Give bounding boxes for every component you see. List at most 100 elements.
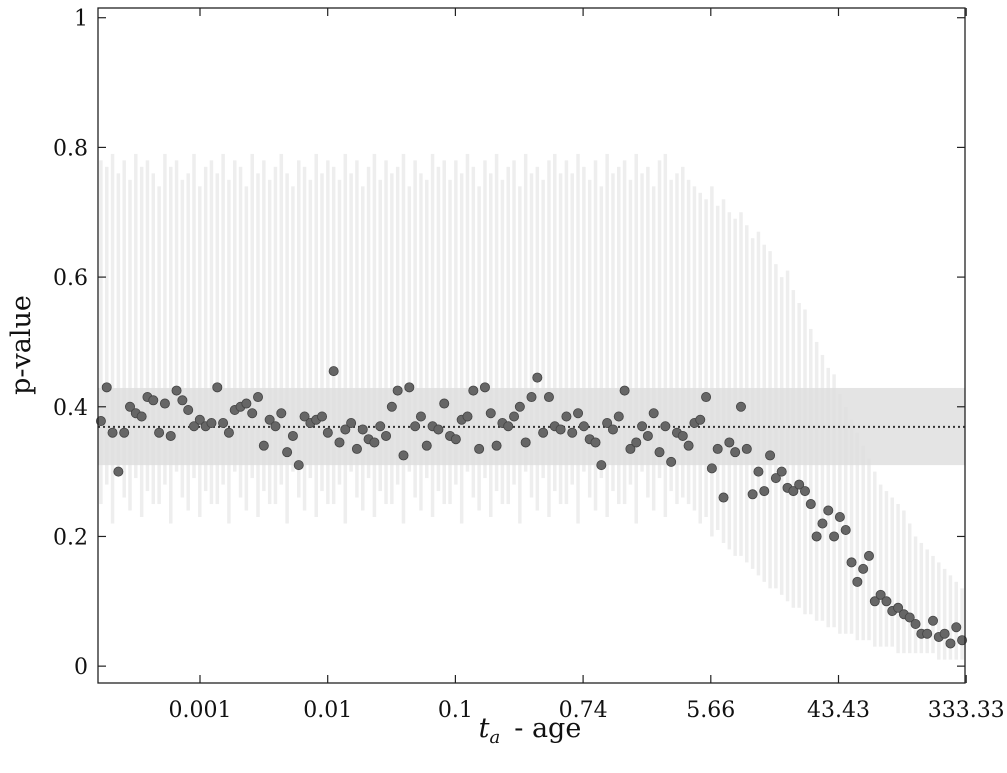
box bbox=[192, 153, 196, 479]
box bbox=[617, 166, 621, 505]
point bbox=[503, 421, 514, 432]
box bbox=[320, 173, 324, 492]
point bbox=[642, 430, 653, 441]
box bbox=[599, 186, 604, 479]
x-label-subscript: a bbox=[490, 727, 501, 748]
point bbox=[212, 382, 223, 393]
box bbox=[203, 166, 208, 492]
point bbox=[637, 421, 648, 432]
box bbox=[186, 173, 190, 511]
box bbox=[890, 497, 895, 647]
point bbox=[532, 372, 543, 383]
point bbox=[206, 417, 217, 428]
point bbox=[875, 589, 886, 600]
box bbox=[180, 179, 185, 498]
box bbox=[832, 374, 836, 628]
point bbox=[858, 563, 869, 574]
box bbox=[646, 166, 650, 498]
box bbox=[244, 186, 249, 511]
point bbox=[666, 456, 677, 467]
box bbox=[366, 166, 371, 479]
box bbox=[361, 186, 365, 511]
point bbox=[154, 427, 165, 438]
box bbox=[465, 153, 470, 472]
box bbox=[331, 166, 336, 505]
point bbox=[125, 401, 136, 412]
point bbox=[561, 411, 572, 422]
point bbox=[747, 489, 758, 500]
plot-frame bbox=[97, 7, 966, 684]
box bbox=[279, 153, 284, 485]
point bbox=[241, 398, 252, 409]
point bbox=[526, 392, 537, 403]
box bbox=[442, 160, 446, 505]
box bbox=[448, 179, 452, 505]
box bbox=[733, 218, 737, 556]
point bbox=[357, 424, 368, 435]
box bbox=[919, 542, 924, 654]
point bbox=[869, 596, 880, 607]
box bbox=[611, 173, 615, 492]
point bbox=[578, 421, 589, 432]
point bbox=[735, 401, 746, 412]
point bbox=[660, 421, 671, 432]
point bbox=[741, 443, 752, 454]
box bbox=[326, 160, 330, 505]
box bbox=[256, 173, 260, 518]
x-tick-label: 0.1 bbox=[438, 698, 473, 723]
point bbox=[398, 450, 409, 461]
point bbox=[410, 421, 421, 432]
box bbox=[587, 179, 592, 498]
box bbox=[494, 153, 499, 492]
box bbox=[273, 166, 278, 505]
point bbox=[468, 385, 479, 396]
point bbox=[939, 628, 950, 639]
point bbox=[602, 417, 613, 428]
point bbox=[514, 401, 525, 412]
point bbox=[450, 434, 461, 445]
box bbox=[436, 166, 441, 492]
box bbox=[419, 173, 423, 511]
point bbox=[590, 437, 601, 448]
point bbox=[712, 443, 723, 454]
box bbox=[698, 192, 702, 524]
box bbox=[477, 186, 481, 511]
point bbox=[573, 408, 584, 419]
box bbox=[168, 166, 173, 524]
point bbox=[829, 531, 840, 542]
point bbox=[683, 440, 694, 451]
box bbox=[308, 179, 313, 479]
box bbox=[605, 153, 609, 518]
point bbox=[474, 443, 485, 454]
point bbox=[706, 463, 717, 474]
point bbox=[276, 408, 287, 419]
box bbox=[227, 179, 231, 524]
box bbox=[134, 153, 138, 479]
point bbox=[439, 398, 450, 409]
box bbox=[302, 166, 307, 511]
box bbox=[232, 160, 237, 472]
box bbox=[459, 173, 464, 524]
point bbox=[730, 447, 741, 458]
point bbox=[194, 414, 205, 425]
x-tick-label: 333.33 bbox=[928, 698, 1005, 723]
point bbox=[340, 424, 351, 435]
point bbox=[951, 622, 962, 633]
box bbox=[337, 179, 342, 485]
point bbox=[724, 437, 735, 448]
box bbox=[640, 173, 644, 472]
box bbox=[430, 153, 435, 518]
box bbox=[262, 160, 266, 492]
point bbox=[264, 414, 275, 425]
box bbox=[413, 160, 417, 498]
point bbox=[433, 424, 444, 435]
box bbox=[425, 179, 429, 479]
box bbox=[541, 179, 545, 479]
point bbox=[765, 450, 776, 461]
box bbox=[884, 491, 889, 647]
point bbox=[701, 392, 712, 403]
y-axis-label: p-value bbox=[6, 295, 37, 395]
y-tick-label: 0 bbox=[74, 655, 88, 680]
point bbox=[113, 466, 124, 477]
box bbox=[663, 153, 668, 518]
